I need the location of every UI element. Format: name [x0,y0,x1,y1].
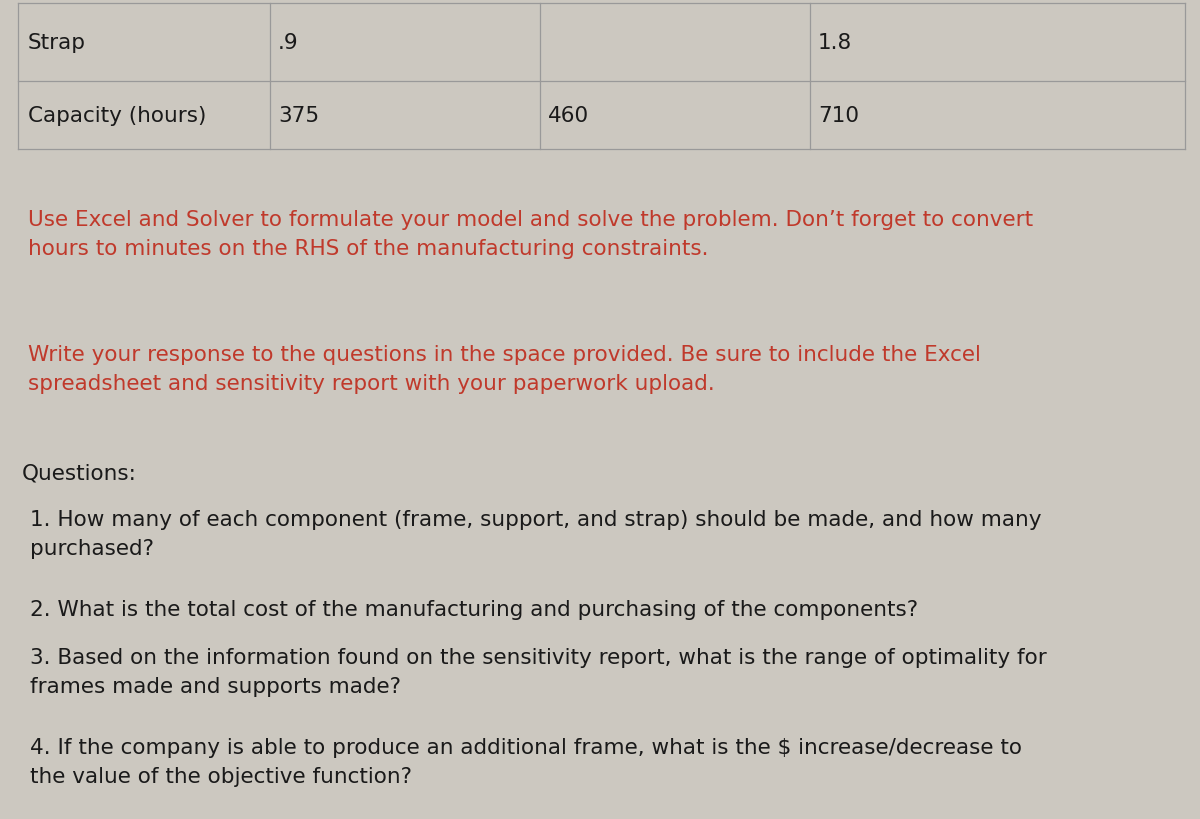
Text: Use Excel and Solver to formulate your model and solve the problem. Don’t forget: Use Excel and Solver to formulate your m… [28,210,1033,259]
Text: 1.8: 1.8 [818,33,852,53]
Text: 2. What is the total cost of the manufacturing and purchasing of the components?: 2. What is the total cost of the manufac… [30,600,918,619]
Text: Questions:: Questions: [22,463,137,482]
Text: Strap: Strap [28,33,86,53]
Text: .9: .9 [278,33,299,53]
Text: 3. Based on the information found on the sensitivity report, what is the range o: 3. Based on the information found on the… [30,647,1046,696]
Text: 710: 710 [818,106,859,126]
Text: 4. If the company is able to produce an additional frame, what is the $ increase: 4. If the company is able to produce an … [30,737,1022,786]
Text: 1. How many of each component (frame, support, and strap) should be made, and ho: 1. How many of each component (frame, su… [30,509,1042,558]
Text: Write your response to the questions in the space provided. Be sure to include t: Write your response to the questions in … [28,345,980,393]
Text: 460: 460 [548,106,589,126]
Text: 375: 375 [278,106,319,126]
Text: Capacity (hours): Capacity (hours) [28,106,206,126]
